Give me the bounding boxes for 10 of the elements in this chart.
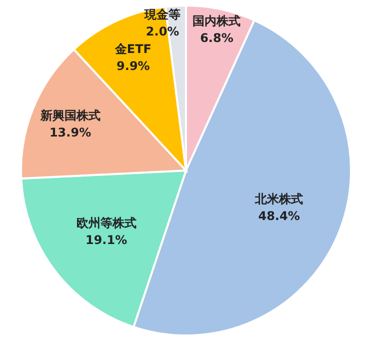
- data-label: 13.9%: [49, 125, 92, 140]
- slice-label: 欧州等株式: [76, 216, 136, 230]
- slice-label: 国内株式: [192, 14, 241, 28]
- slice-label: 新興国株式: [39, 108, 100, 122]
- slice-label: 北米株式: [254, 192, 304, 206]
- slice-label: 金ETF: [114, 42, 152, 56]
- data-label: 19.1%: [85, 232, 128, 247]
- data-label: 9.9%: [116, 59, 150, 74]
- data-label: 48.4%: [258, 209, 300, 224]
- data-label: 6.8%: [200, 30, 234, 45]
